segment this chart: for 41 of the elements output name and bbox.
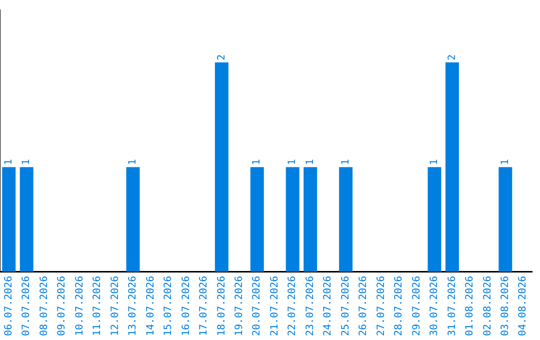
data-label: 1 bbox=[128, 159, 139, 166]
x-tick-label: 20.07.2026 bbox=[252, 276, 263, 336]
x-tick-label: 28.07.2026 bbox=[394, 276, 405, 336]
data-label: 1 bbox=[287, 159, 298, 166]
x-tick-label: 12.07.2026 bbox=[110, 276, 121, 336]
data-label: 2 bbox=[216, 54, 228, 60]
x-tick-label: 09.07.2026 bbox=[56, 276, 68, 336]
x-tick-label: 23.07.2026 bbox=[304, 276, 316, 336]
data-label: 2 bbox=[446, 54, 458, 60]
x-tick-label: 06.07.2026 bbox=[3, 276, 14, 336]
x-tick-label: 04.08.2026 bbox=[518, 276, 529, 336]
x-tick-label: 16.07.2026 bbox=[180, 276, 192, 336]
x-tick-label: 24.07.2026 bbox=[322, 276, 334, 336]
data-label: 1 bbox=[304, 159, 316, 166]
x-tick-label: 11.07.2026 bbox=[92, 276, 104, 336]
data-label: 1 bbox=[340, 159, 352, 166]
x-tick-label: 08.07.2026 bbox=[38, 276, 50, 336]
x-tick-label: 22.07.2026 bbox=[287, 276, 298, 336]
x-tick-label: 17.07.2026 bbox=[198, 276, 210, 336]
x-tick-label: 25.07.2026 bbox=[340, 276, 352, 336]
x-tick-label: 18.07.2026 bbox=[216, 276, 228, 336]
x-tick-label: 01.08.2026 bbox=[464, 276, 476, 336]
x-tick-label: 29.07.2026 bbox=[411, 276, 422, 336]
x-tick-label: 31.07.2026 bbox=[446, 276, 458, 336]
data-label: 1 bbox=[429, 159, 440, 166]
x-tick-label: 21.07.2026 bbox=[269, 276, 280, 336]
x-tick-label: 07.07.2026 bbox=[21, 276, 32, 336]
x-tick-label: 03.08.2026 bbox=[500, 276, 511, 336]
x-tick-label: 26.07.2026 bbox=[358, 276, 370, 336]
data-label: 1 bbox=[500, 159, 511, 166]
x-tick-label: 13.07.2026 bbox=[128, 276, 139, 336]
data-label: 1 bbox=[3, 159, 14, 166]
x-tick-label: 14.07.2026 bbox=[145, 276, 156, 336]
x-tick-label: 19.07.2026 bbox=[234, 276, 245, 336]
data-label: 1 bbox=[21, 159, 32, 166]
x-tick-label: 27.07.2026 bbox=[376, 276, 387, 336]
x-tick-label: 30.07.2026 bbox=[429, 276, 440, 336]
data-label: 1 bbox=[252, 159, 263, 166]
x-tick-label: 15.07.2026 bbox=[163, 276, 174, 336]
x-tick-label: 02.08.2026 bbox=[482, 276, 494, 336]
x-tick-label: 10.07.2026 bbox=[74, 276, 86, 336]
